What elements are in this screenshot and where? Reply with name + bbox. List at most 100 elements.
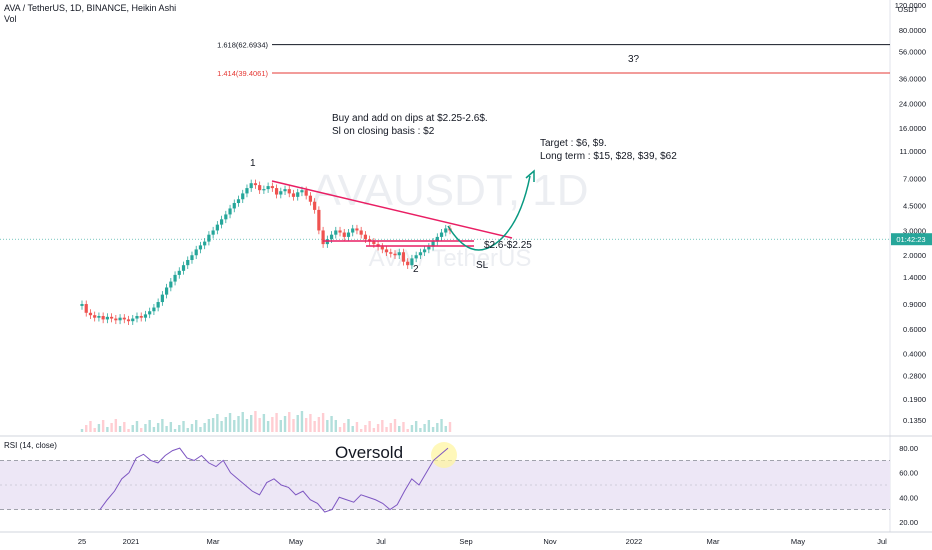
trendline-resistance[interactable]: [271, 180, 513, 239]
volume-bar-42: [258, 418, 261, 432]
candle-body-26: [190, 255, 194, 261]
rsi-tick-1: 60.00: [899, 469, 918, 478]
volume-bar-60: [334, 420, 337, 432]
time-tick-9: May: [791, 537, 805, 546]
volume-bars: [80, 411, 452, 432]
price-tick-12: 0.9000: [903, 300, 926, 309]
volume-bar-27: [195, 420, 198, 432]
zone-label[interactable]: $2.6-$2.25: [484, 240, 532, 251]
candle-body-38: [241, 193, 245, 200]
candle-body-9: [118, 317, 122, 321]
volume-bar-63: [347, 419, 350, 432]
volume-bar-80: [419, 428, 422, 432]
volume-bar-13: [135, 421, 139, 432]
target-note-line2[interactable]: Long term : $15, $28, $39, $62: [540, 151, 677, 162]
candle-body-57: [321, 230, 325, 245]
volume-bar-39: [245, 419, 249, 432]
buy-note-line2[interactable]: Sl on closing basis : $2: [332, 126, 435, 137]
volume-bar-4: [97, 424, 101, 432]
price-tick-8: 4.5000: [903, 202, 926, 211]
candle-body-69: [372, 241, 376, 245]
buy-note-line1[interactable]: Buy and add on dips at $2.25-2.6$.: [332, 113, 488, 124]
candle-body-5: [101, 316, 105, 320]
volume-label[interactable]: Vol: [4, 14, 17, 24]
candle-body-2: [88, 312, 93, 316]
volume-bar-10: [123, 422, 126, 432]
wave-label-3[interactable]: 3?: [628, 54, 640, 65]
candle-body-25: [186, 260, 190, 266]
candle-body-80: [418, 252, 422, 256]
candle-body-39: [245, 188, 249, 194]
volume-bar-36: [233, 420, 236, 432]
candle-body-8: [114, 318, 118, 321]
wave-label-1[interactable]: 1: [250, 158, 256, 169]
time-tick-0: 25: [78, 537, 86, 546]
candle-body-34: [224, 214, 228, 220]
rsi-tick-0: 80.00: [899, 444, 918, 453]
candle-body-11: [126, 319, 131, 322]
candle-body-3: [93, 315, 97, 318]
fib-label-1414: 1.414(39.4061): [217, 69, 268, 78]
candle-body-4: [97, 316, 101, 318]
candle-body-49: [287, 189, 291, 194]
candle-body-61: [338, 230, 342, 233]
candle-body-51: [296, 192, 300, 197]
candle-body-85: [439, 232, 444, 237]
volume-bar-26: [190, 424, 194, 432]
candle-body-7: [110, 316, 114, 319]
candle-body-79: [414, 255, 418, 259]
volume-bar-37: [237, 416, 240, 432]
volume-bar-15: [144, 424, 147, 432]
candle-body-36: [232, 203, 236, 209]
volume-bar-6: [106, 427, 109, 432]
time-tick-7: 2022: [626, 537, 643, 546]
candle-body-47: [279, 191, 283, 195]
price-tick-1: 80.0000: [899, 26, 926, 35]
price-tick-14: 0.4000: [903, 350, 926, 359]
candle-body-31: [211, 230, 215, 235]
volume-bar-77: [406, 429, 409, 432]
candle-body-45: [270, 186, 274, 189]
candle-body-6: [105, 316, 109, 320]
candle-body-62: [342, 232, 346, 237]
rsi-label[interactable]: RSI (14, close): [4, 441, 57, 450]
volume-bar-47: [279, 420, 283, 432]
candle-body-55: [313, 201, 317, 210]
volume-bar-30: [207, 419, 211, 432]
candle-body-73: [389, 252, 393, 254]
time-tick-5: Sep: [459, 537, 472, 546]
volume-bar-85: [440, 419, 443, 432]
wave-label-2[interactable]: 2: [413, 264, 419, 275]
volume-bar-69: [372, 428, 376, 432]
candle-body-27: [194, 249, 198, 256]
candle-body-63: [346, 232, 351, 237]
candle-body-76: [401, 252, 406, 262]
candle-body-72: [384, 249, 389, 253]
volume-bar-35: [228, 413, 232, 432]
price-tick-17: 0.1350: [903, 416, 926, 425]
volume-bar-58: [326, 420, 329, 432]
time-axis-ticks[interactable]: 25 2021 Mar May Jul Sep Nov 2022 Mar May Jul: [78, 537, 887, 546]
candle-body-29: [203, 241, 207, 246]
volume-bar-84: [436, 423, 439, 432]
price-axis-ticks[interactable]: 120.0000 80.0000 56.0000 36.0000 24.0000 16.0…: [895, 1, 926, 425]
projection-arrow[interactable]: [447, 175, 531, 251]
target-note-line1[interactable]: Target : $6, $9.: [540, 138, 607, 149]
volume-bar-68: [368, 421, 371, 432]
time-tick-1: 2021: [123, 537, 140, 546]
last-price-badge: [891, 233, 932, 246]
volume-bar-8: [114, 419, 118, 432]
volume-bar-81: [423, 424, 426, 432]
rsi-axis-ticks[interactable]: 80.00 60.00 40.00 20.00: [899, 444, 918, 527]
volume-bar-71: [381, 420, 384, 432]
symbol-title[interactable]: AVA / TetherUS, 1D, BINANCE, Heikin Ashi: [4, 3, 177, 13]
rsi-line: [99, 447, 449, 513]
volume-bar-28: [199, 427, 202, 432]
volume-bar-44: [266, 421, 270, 432]
oversold-label[interactable]: Oversold: [335, 443, 403, 462]
sl-label[interactable]: SL: [476, 260, 489, 271]
price-tick-13: 0.6000: [903, 325, 926, 334]
candle-body-64: [351, 228, 355, 233]
volume-bar-79: [414, 421, 418, 432]
